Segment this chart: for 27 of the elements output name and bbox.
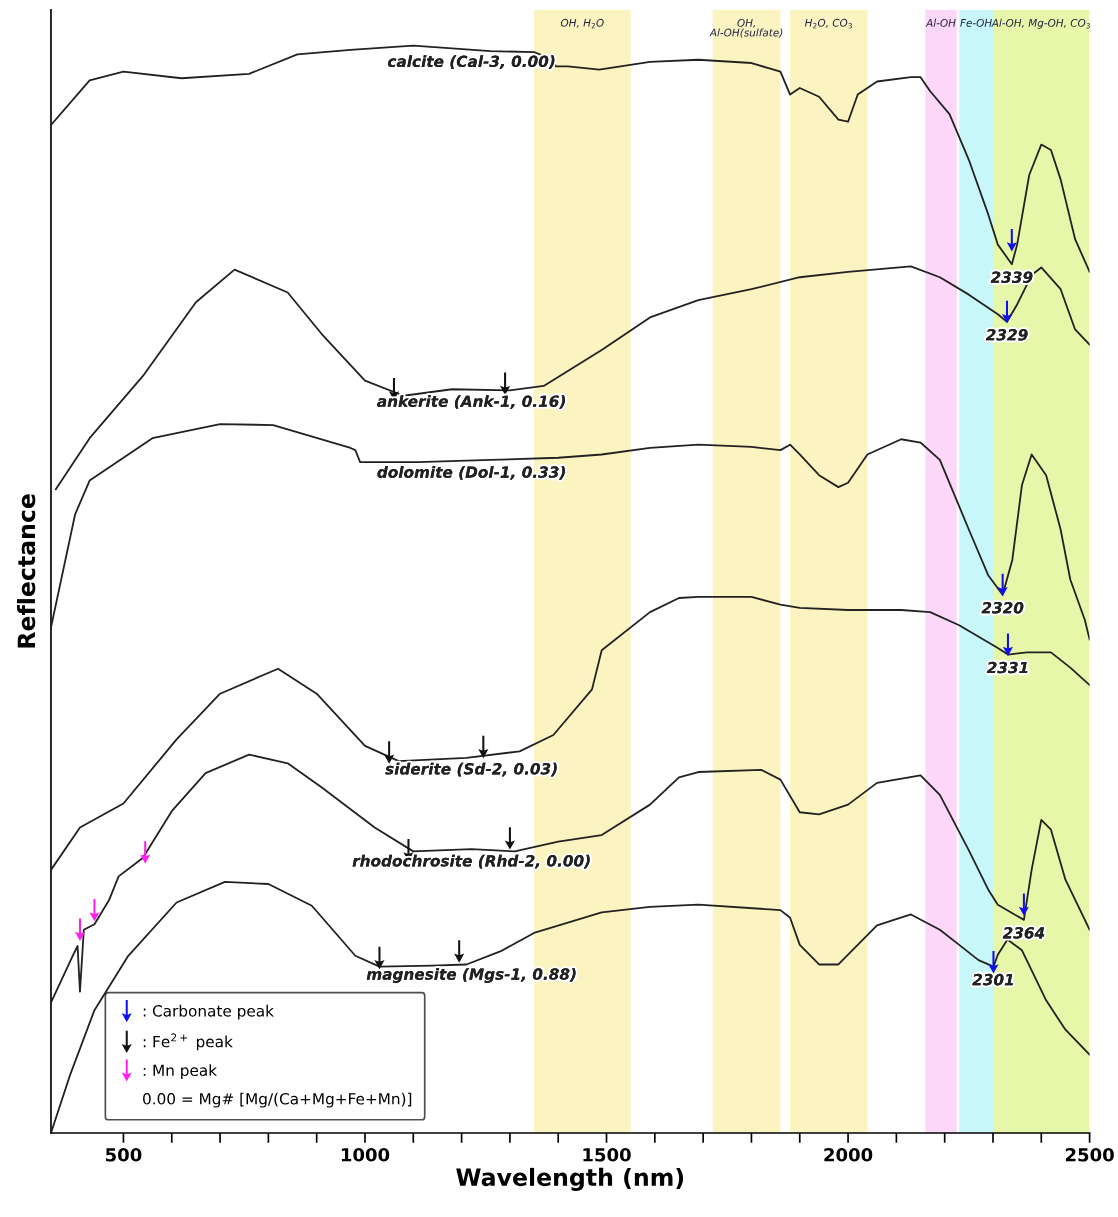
x-axis-title: Wavelength (nm) bbox=[456, 1167, 684, 1191]
x-tick-label: 500 bbox=[105, 1147, 142, 1162]
band-label: OH, H$_{2}$O bbox=[560, 18, 604, 29]
annotation: 2301 bbox=[972, 973, 1013, 986]
series-label: rhodochrosite (Rhd-2, 0.00) bbox=[352, 854, 590, 869]
annotation: 2364 bbox=[1002, 927, 1045, 939]
legend-label: : Fe$^{2+}$ peak bbox=[143, 1033, 233, 1051]
band-label: H$_{2}$O, CO$_{3}$ bbox=[804, 18, 852, 29]
annotation: 0.00 = Mg# [Mg/(Ca+Mg+Fe+Mn)] bbox=[143, 1092, 412, 1108]
annotation: 2320 bbox=[981, 601, 1024, 614]
series-label: siderite (Sd-2, 0.03) bbox=[385, 762, 557, 777]
x-tick-label: 2500 bbox=[1065, 1147, 1114, 1162]
legend-label: : Mn peak bbox=[143, 1064, 218, 1080]
band-label: Al-OH bbox=[925, 18, 956, 27]
y-axis-title: Reflectance bbox=[17, 494, 36, 648]
x-tick-label: 1500 bbox=[583, 1147, 631, 1162]
x-tick-label: 1000 bbox=[341, 1147, 390, 1162]
band-label: Al-OH, Mg-OH, CO$_{3}$ bbox=[991, 18, 1090, 29]
annotation: 2329 bbox=[985, 329, 1028, 341]
band-label: Fe-OH bbox=[960, 18, 992, 27]
legend-label: : Carbonate peak bbox=[143, 1004, 274, 1020]
series-label: dolomite (Dol-1, 0.33) bbox=[377, 466, 565, 480]
series-label: magnesite (Mgs-1, 0.88) bbox=[366, 968, 576, 983]
series-label: ankerite (Ank-1, 0.16) bbox=[377, 395, 565, 409]
x-tick-label: 2000 bbox=[824, 1147, 873, 1162]
band-label: OH, Al-OH(sulfate) bbox=[709, 18, 783, 38]
annotation: 2331 bbox=[986, 661, 1028, 674]
